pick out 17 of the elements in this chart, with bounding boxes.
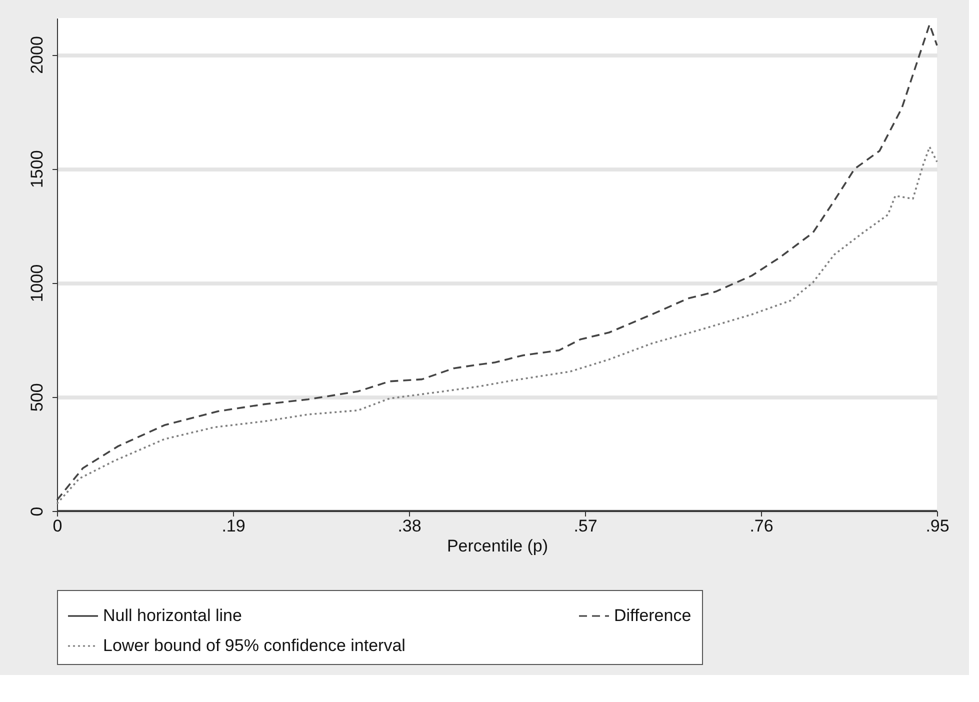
y-tick-label: 2000 (28, 36, 46, 74)
x-axis-title: Percentile (p) (446, 536, 548, 556)
y-tick-label: 500 (28, 383, 46, 412)
y-tick-label: 0 (28, 506, 46, 516)
y-tick-label: 1500 (28, 150, 46, 188)
legend-label: Null horizontal line (103, 606, 242, 625)
legend-label: Lower bound of 95% confidence interval (103, 636, 406, 655)
x-tick-label: .76 (750, 516, 774, 536)
x-tick-label: 0 (52, 516, 62, 536)
x-tick-label: .57 (574, 516, 598, 536)
line-series (56, 23, 938, 501)
line-series (56, 146, 938, 505)
y-tick-label: 1000 (28, 264, 46, 302)
legend-label: Difference (614, 606, 692, 625)
x-tick-label: .38 (398, 516, 422, 536)
x-tick-label: .95 (926, 516, 950, 536)
x-tick-label: .19 (222, 516, 246, 536)
